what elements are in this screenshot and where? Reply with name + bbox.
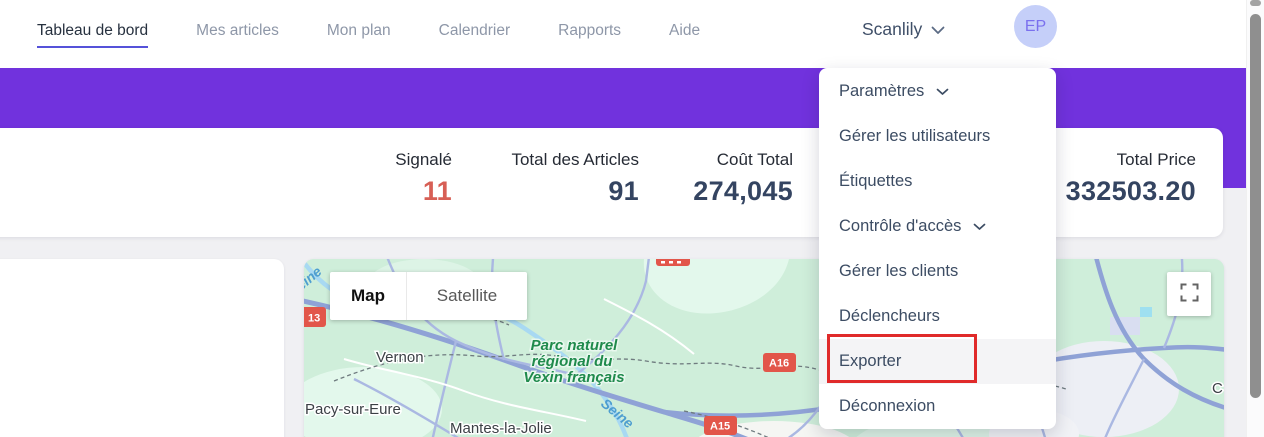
stat-total-price: Total Price 332503.20 [1066,148,1196,207]
map-label-mantes-la-jolie: Mantes-la-Jolie [450,420,552,437]
svg-text:Vexin français: Vexin français [523,369,624,386]
scrollbar-thumb[interactable] [1250,14,1261,398]
menu-item-manage-clients[interactable]: Gérer les clients [819,249,1056,294]
stat-flagged: Signalé 11 [395,148,452,207]
scrollbar-up-arrow[interactable] [1250,0,1261,6]
nav-item-my-articles[interactable]: Mes articles [196,22,279,39]
map-label-vernon: Vernon [376,349,424,366]
map-label-park: Parc naturel régional du Vexin français [522,336,626,388]
menu-item-label: Gérer les clients [839,262,959,280]
top-navigation: Tableau de bord Mes articles Mon plan Ca… [0,0,1246,68]
svg-text:régional du: régional du [532,353,613,370]
stat-label: Coût Total [716,150,793,169]
menu-item-settings[interactable]: Paramètres [819,69,1056,114]
road-badge-label: A16 [769,358,789,370]
account-dropdown-menu: Paramètres Gérer les utilisateurs Étique… [819,68,1056,429]
satellite-view-button[interactable]: Satellite [436,286,498,305]
map-card: 13 A16 A15 Vernon Pacy-sur-Eure Mantes-l… [304,259,1224,437]
nav-item-help[interactable]: Aide [669,22,701,39]
chevron-down-icon [936,88,949,96]
stat-value: 332503.20 [1065,176,1196,206]
stat-total-cost: Coût Total 274,045 [693,148,793,207]
menu-item-export[interactable]: Exporter [819,339,1056,384]
stat-total-articles: Total des Articles 91 [511,148,639,207]
map-type-control: Map Satellite [330,272,527,320]
account-menu-trigger[interactable]: Scanlily [862,19,945,40]
nav-links: Tableau de bord Mes articles Mon plan Ca… [37,21,700,48]
scrollbar-track[interactable] [1246,0,1264,437]
stat-label: Total des Articles [511,150,639,169]
fullscreen-button[interactable] [1167,272,1211,316]
menu-item-label: Exporter [839,352,902,370]
road-badge-partial-top [656,259,690,266]
chevron-down-icon [931,19,945,40]
stat-label: Total Price [1116,150,1196,169]
stat-value: 91 [608,176,639,206]
road-badge-a13-left: 13 [304,307,326,327]
menu-item-label: Étiquettes [839,172,913,190]
menu-item-label: Gérer les utilisateurs [839,127,991,145]
menu-item-label: Déclencheurs [839,307,940,325]
road-badge-label: 13 [308,313,320,325]
fullscreen-icon [1180,283,1199,305]
menu-item-label: Contrôle d'accès [839,217,962,235]
menu-item-logout[interactable]: Déconnexion [819,384,1056,429]
road-badge-label: A15 [710,421,730,433]
map-label-pacy-sur-eure: Pacy-sur-Eure [305,401,401,418]
menu-item-label: Déconnexion [839,397,936,415]
map-label-partial-city: C [1212,380,1223,397]
menu-item-manage-users[interactable]: Gérer les utilisateurs [819,114,1056,159]
avatar[interactable]: EP [1014,5,1057,48]
nav-item-my-plan[interactable]: Mon plan [326,22,391,39]
menu-item-triggers[interactable]: Déclencheurs [819,294,1056,339]
chevron-down-icon [973,223,986,231]
road-badge-a16: A16 [763,353,796,372]
menu-item-access-control[interactable]: Contrôle d'accès [819,204,1056,249]
menu-item-labels[interactable]: Étiquettes [819,159,1056,204]
nav-item-dashboard[interactable]: Tableau de bord [37,21,149,48]
stat-label: Signalé [395,150,452,169]
stat-value: 274,045 [693,176,793,206]
nav-item-reports[interactable]: Rapports [558,22,622,39]
menu-item-label: Paramètres [839,82,925,100]
nav-item-calendar[interactable]: Calendrier [438,22,511,39]
map-view-button[interactable]: Map [330,272,407,320]
road-badge-a15: A15 [704,416,737,435]
left-panel-card [0,259,284,437]
svg-text:Parc naturel: Parc naturel [531,337,619,354]
stat-value: 11 [422,176,452,206]
account-name: Scanlily [862,19,923,39]
